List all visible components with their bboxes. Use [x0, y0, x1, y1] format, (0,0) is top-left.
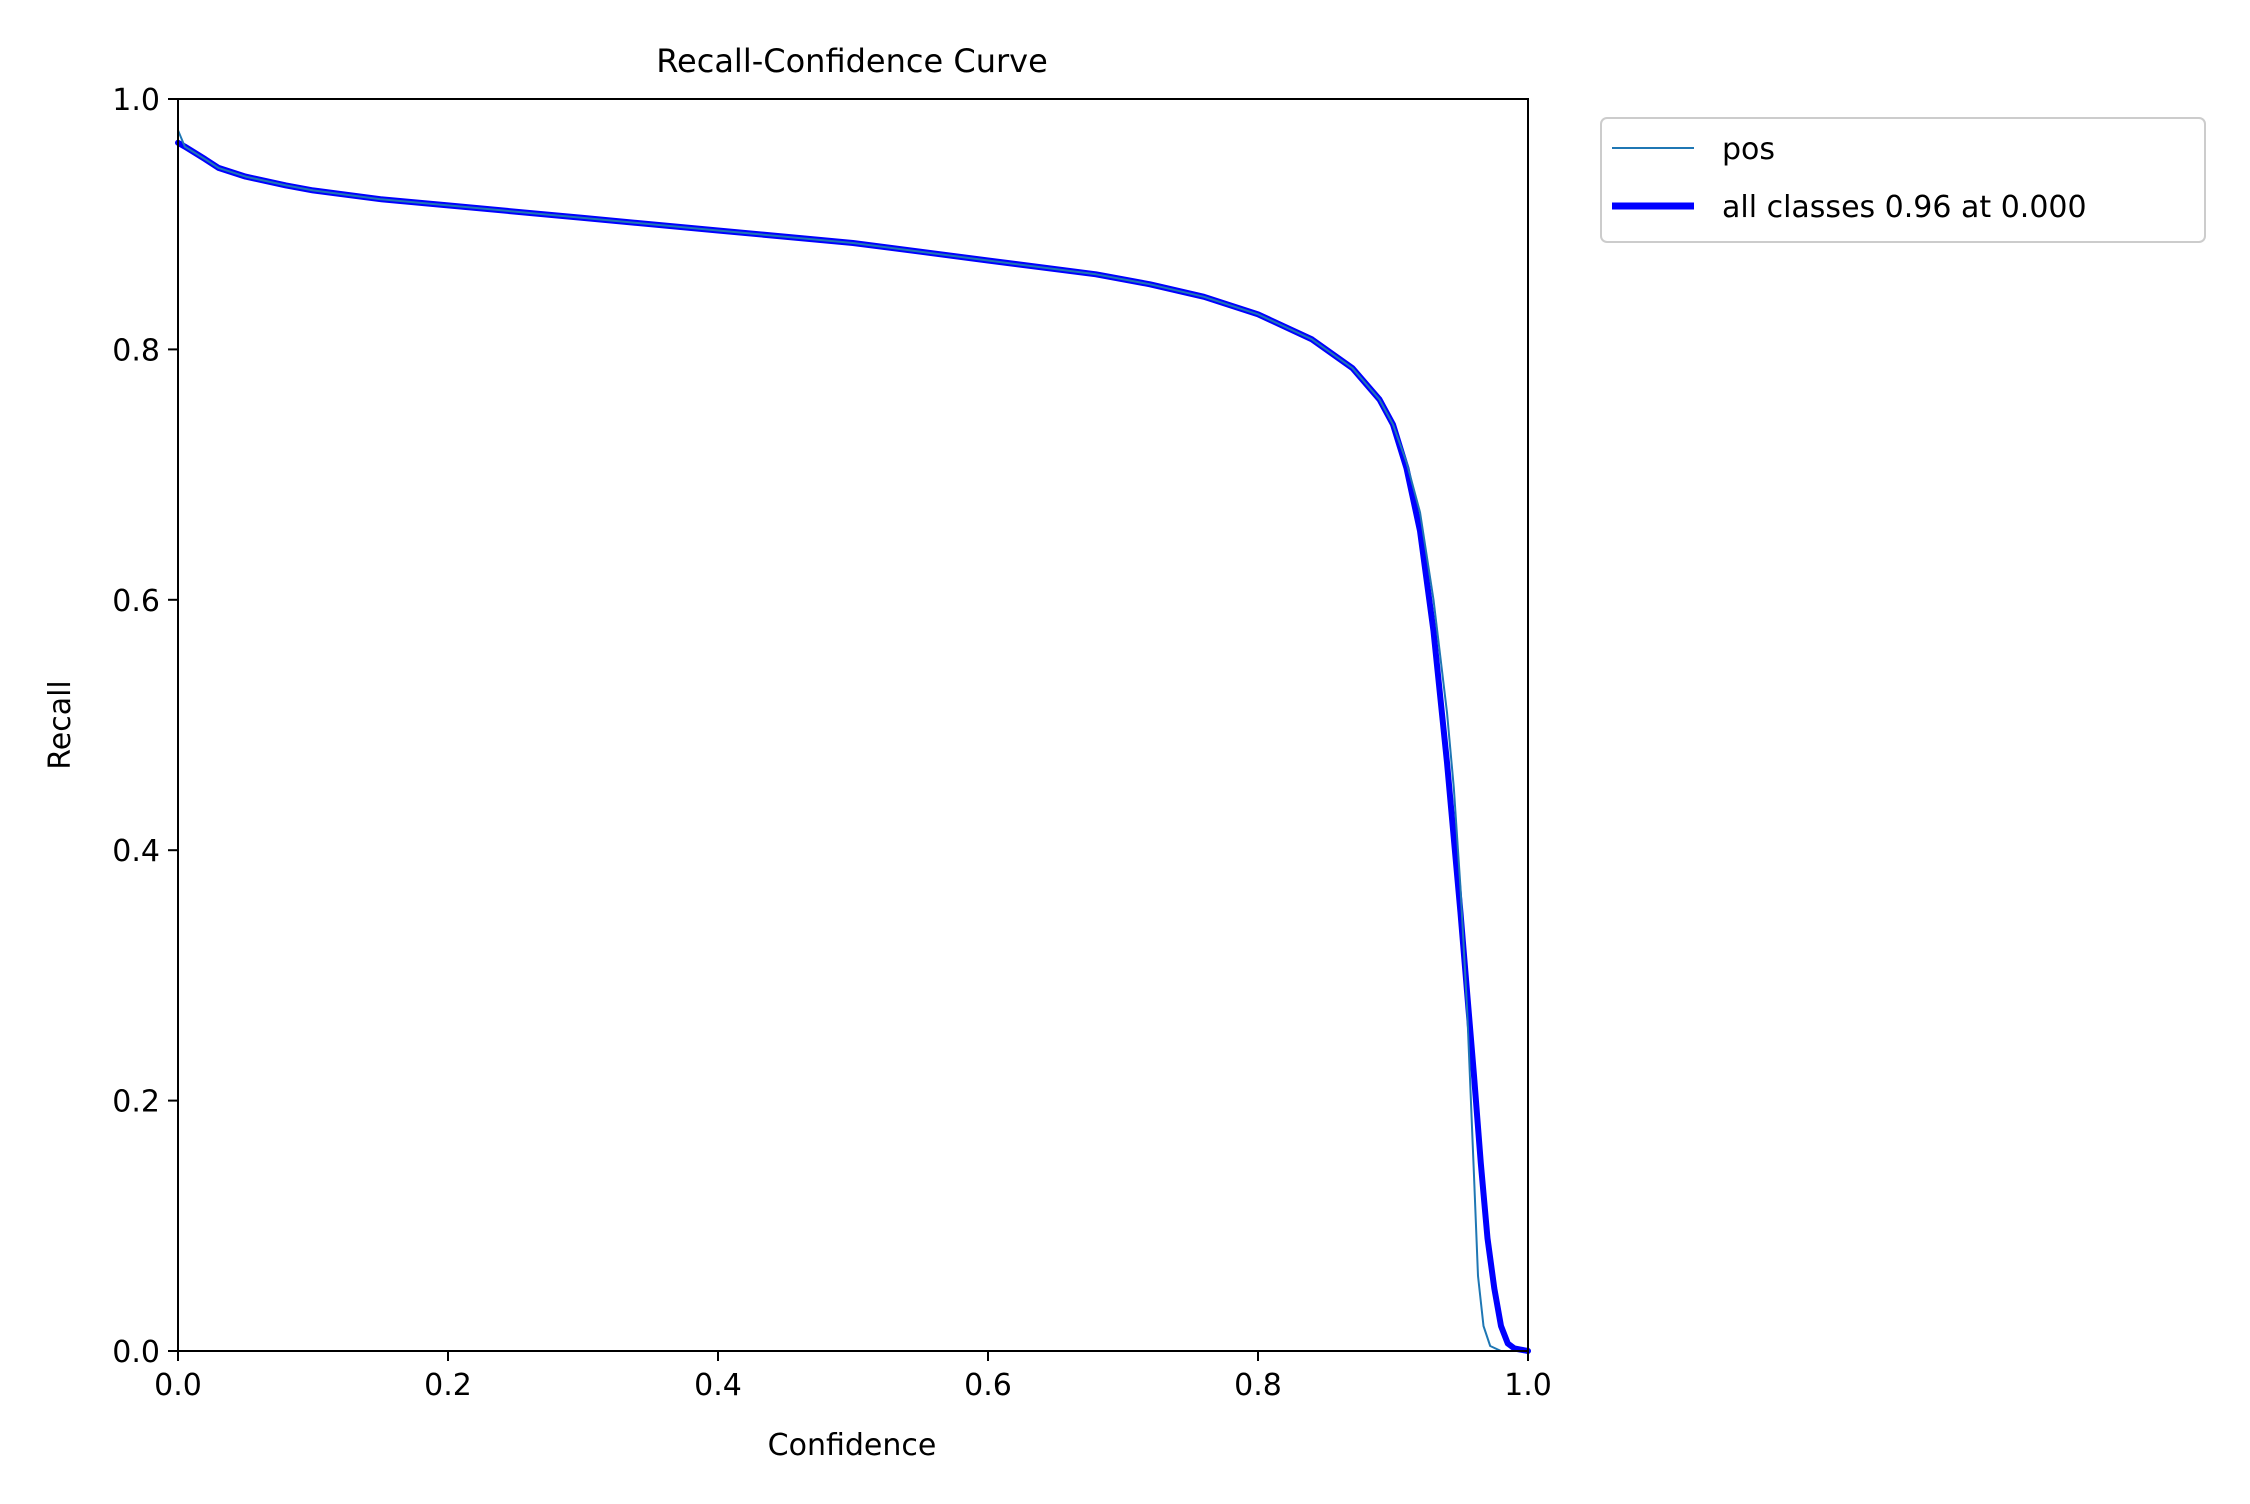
- x-tick-label: 0.8: [1234, 1368, 1282, 1403]
- legend-box: [1600, 117, 2206, 243]
- x-tick-label: 1.0: [1504, 1368, 1552, 1403]
- x-tick-label: 0.4: [694, 1368, 742, 1403]
- y-tick-label: 0.8: [112, 333, 160, 368]
- y-tick-label: 1.0: [112, 83, 160, 118]
- plot-area: [175, 98, 1531, 1354]
- y-tick-label: 0.4: [112, 834, 160, 869]
- y-tick-label: 0.6: [112, 584, 160, 619]
- plot-frame: [177, 98, 1529, 1352]
- y-axis-label: Recall: [43, 680, 78, 770]
- x-axis: 0.0 0.2 0.4 0.6 0.8 1.0: [154, 1351, 1552, 1403]
- x-tick-label: 0.2: [424, 1368, 472, 1403]
- legend-label-all-classes: all classes 0.96 at 0.000: [1722, 190, 2087, 225]
- x-tick-label: 0.6: [964, 1368, 1012, 1403]
- series-line-pos: [177, 129, 1529, 1352]
- chart-title: Recall-Confidence Curve: [656, 42, 1048, 80]
- y-axis: 0.0 0.2 0.4 0.6 0.8 1.0: [112, 83, 178, 1370]
- series-layer: [175, 129, 1531, 1354]
- legend: pos all classes 0.96 at 0.000: [1600, 117, 2206, 243]
- y-tick-label: 0.2: [112, 1085, 160, 1120]
- x-axis-label: Confidence: [768, 1428, 937, 1463]
- x-tick-label: 0.0: [154, 1368, 202, 1403]
- y-tick-label: 0.0: [112, 1335, 160, 1370]
- legend-label-pos: pos: [1722, 132, 1775, 167]
- legend-items: pos all classes 0.96 at 0.000: [1612, 132, 2087, 225]
